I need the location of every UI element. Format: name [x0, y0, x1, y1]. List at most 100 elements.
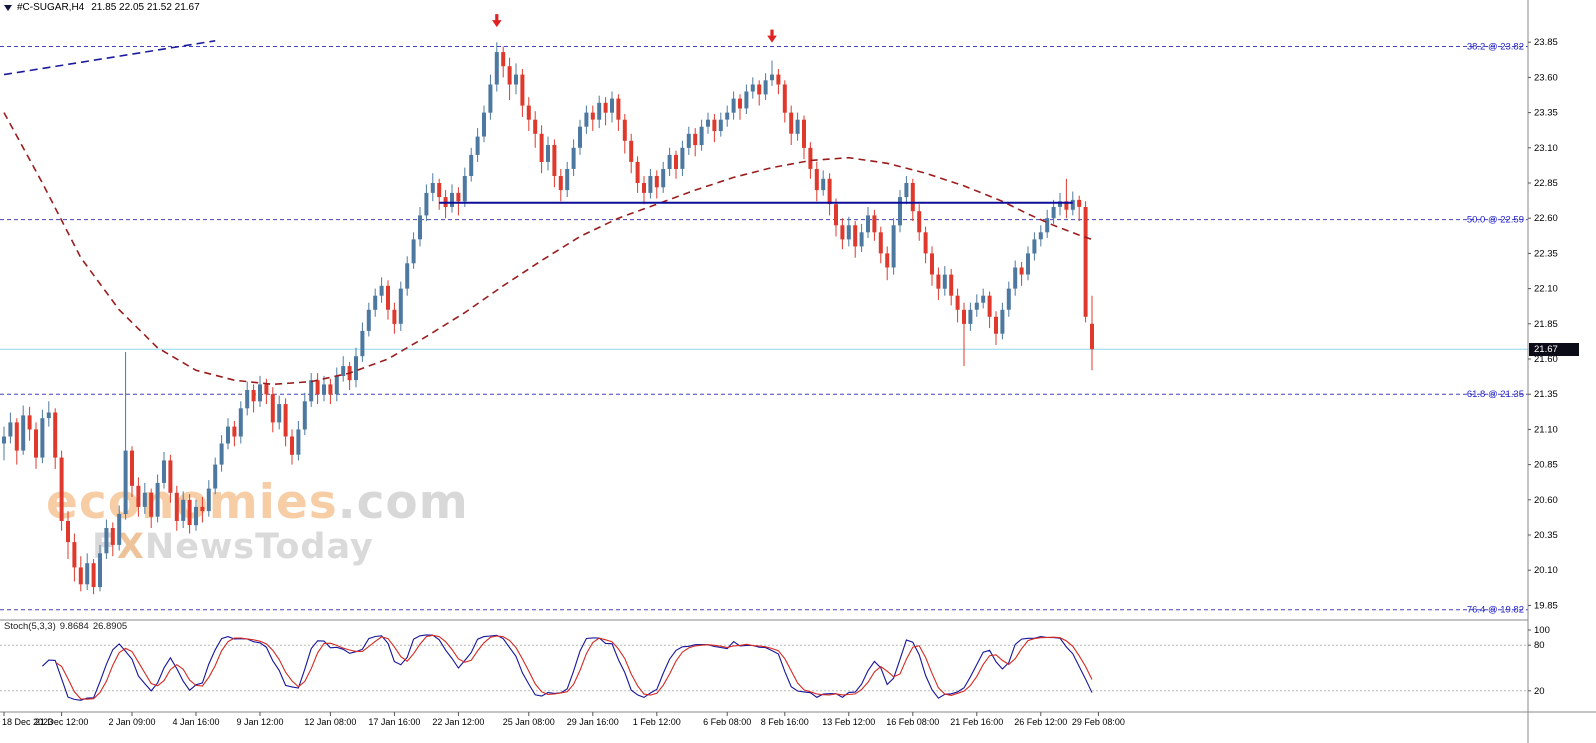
candle-body-down — [616, 98, 621, 120]
candle-body-down — [27, 415, 32, 430]
candle-body-up — [206, 488, 211, 512]
candle-body-up — [475, 136, 480, 155]
candle-body-down — [955, 295, 960, 310]
candle-body-down — [757, 84, 762, 95]
candle-body-down — [603, 102, 608, 113]
candle-body-up — [763, 80, 768, 95]
candle-body-up — [859, 232, 864, 247]
candle-body-down — [174, 492, 179, 521]
candle-body-down — [14, 422, 19, 451]
candle-body-down — [187, 499, 192, 526]
candle-body-down — [264, 384, 269, 395]
sell-arrow-icon[interactable] — [492, 14, 502, 28]
candle-body-up — [750, 84, 755, 92]
candle-body-down — [1077, 199, 1082, 207]
candle-body-up — [597, 102, 602, 120]
price-tick-label: 21.60 — [1534, 354, 1558, 365]
candle-body-down — [232, 426, 237, 437]
candle-body-up — [213, 464, 218, 489]
candle-body-up — [469, 154, 474, 176]
candle-body-down — [72, 542, 77, 568]
moving-average-line[interactable] — [3, 112, 1093, 386]
price-tick-label: 21.10 — [1534, 424, 1558, 435]
candle-body-up — [1006, 288, 1011, 310]
stoch-tick-label: 20 — [1534, 686, 1545, 697]
candle-body-up — [405, 263, 410, 289]
candle-body-up — [373, 295, 378, 310]
candle-body-up — [2, 436, 6, 444]
candle-body-down — [962, 309, 966, 324]
candle-body-up — [258, 384, 262, 402]
candle-body-up — [725, 112, 730, 120]
time-label: 18 Dec 2023 — [2, 717, 53, 727]
time-label: 17 Jan 16:00 — [368, 717, 420, 727]
stochastic-signal-value: 26.8905 — [92, 621, 128, 632]
candle-body-down — [251, 390, 256, 402]
candle-body-up — [334, 375, 339, 395]
candle-body-up — [680, 147, 685, 169]
current-price-badge: 21.67 — [1529, 343, 1579, 356]
candle-body-up — [795, 119, 800, 134]
candle-body-down — [526, 105, 531, 120]
candle-body-down — [622, 119, 627, 141]
price-tick-label: 19.85 — [1534, 600, 1558, 611]
candle-body-down — [590, 112, 595, 120]
price-tick-label: 20.85 — [1534, 460, 1558, 471]
candle-body-down — [738, 98, 742, 109]
candle-body-down — [392, 309, 397, 324]
trendline[interactable] — [3, 40, 216, 76]
candle-body-down — [270, 394, 275, 423]
candle-body-down — [885, 253, 890, 268]
price-tick-label: 23.60 — [1534, 72, 1558, 83]
candle-body-down — [91, 563, 96, 588]
candle-body-up — [981, 295, 986, 303]
candle-body-down — [168, 460, 173, 493]
candle-body-up — [194, 506, 198, 526]
price-tick-label: 20.10 — [1534, 565, 1558, 576]
candle-body-up — [226, 426, 230, 444]
candle-body-up — [98, 553, 102, 588]
candle-body-up — [514, 74, 518, 85]
candle-body-up — [482, 112, 486, 137]
stoch-main-line — [42, 634, 1093, 701]
sell-arrow-icon[interactable] — [767, 29, 777, 43]
candle-body-up — [302, 401, 307, 430]
candle-body-up — [354, 356, 358, 381]
candle-body-up — [494, 52, 499, 85]
fib-label: 38.2 @ 23.82 — [1467, 42, 1524, 53]
candle-body-down — [78, 567, 83, 585]
dropdown-triangle-icon[interactable] — [4, 4, 12, 11]
candle-body-up — [1000, 309, 1005, 334]
candle-body-up — [418, 215, 422, 240]
stoch-tick-label: 80 — [1534, 640, 1545, 651]
candle-body-up — [942, 274, 947, 289]
candle-body-down — [59, 457, 64, 521]
candle-body-down — [827, 178, 832, 205]
candle-body-up — [1045, 218, 1050, 233]
candle-body-down — [290, 436, 294, 455]
candle-body-up — [219, 443, 224, 465]
candle-body-down — [814, 169, 819, 191]
candle-body-up — [162, 460, 166, 483]
stochastic-readout: Stoch(5,3,3) 9.8684 26.8905 — [4, 621, 131, 632]
time-label: 8 Feb 16:00 — [761, 717, 809, 727]
stochastic-main-value: 9.8684 — [59, 621, 89, 632]
fib-label: 50.0 @ 22.59 — [1467, 215, 1524, 226]
candle-body-down — [200, 506, 205, 512]
candle-body-up — [379, 285, 384, 296]
candle-body-down — [808, 147, 813, 169]
price-tick-label: 21.35 — [1534, 389, 1558, 400]
price-tick-label: 22.10 — [1534, 284, 1558, 295]
candle-body-up — [661, 169, 666, 188]
candle-body-up — [731, 98, 736, 113]
candle-body-down — [386, 285, 390, 310]
candle-body-down — [642, 183, 646, 193]
time-label: 6 Feb 08:00 — [703, 717, 751, 727]
fib-label: 76.4 @ 19.82 — [1467, 605, 1524, 616]
candle-body-up — [648, 176, 653, 193]
candle-body-down — [283, 404, 288, 437]
price-tick-label: 23.85 — [1534, 37, 1558, 48]
candle-body-down — [520, 74, 525, 106]
candle-body-down — [552, 145, 557, 176]
